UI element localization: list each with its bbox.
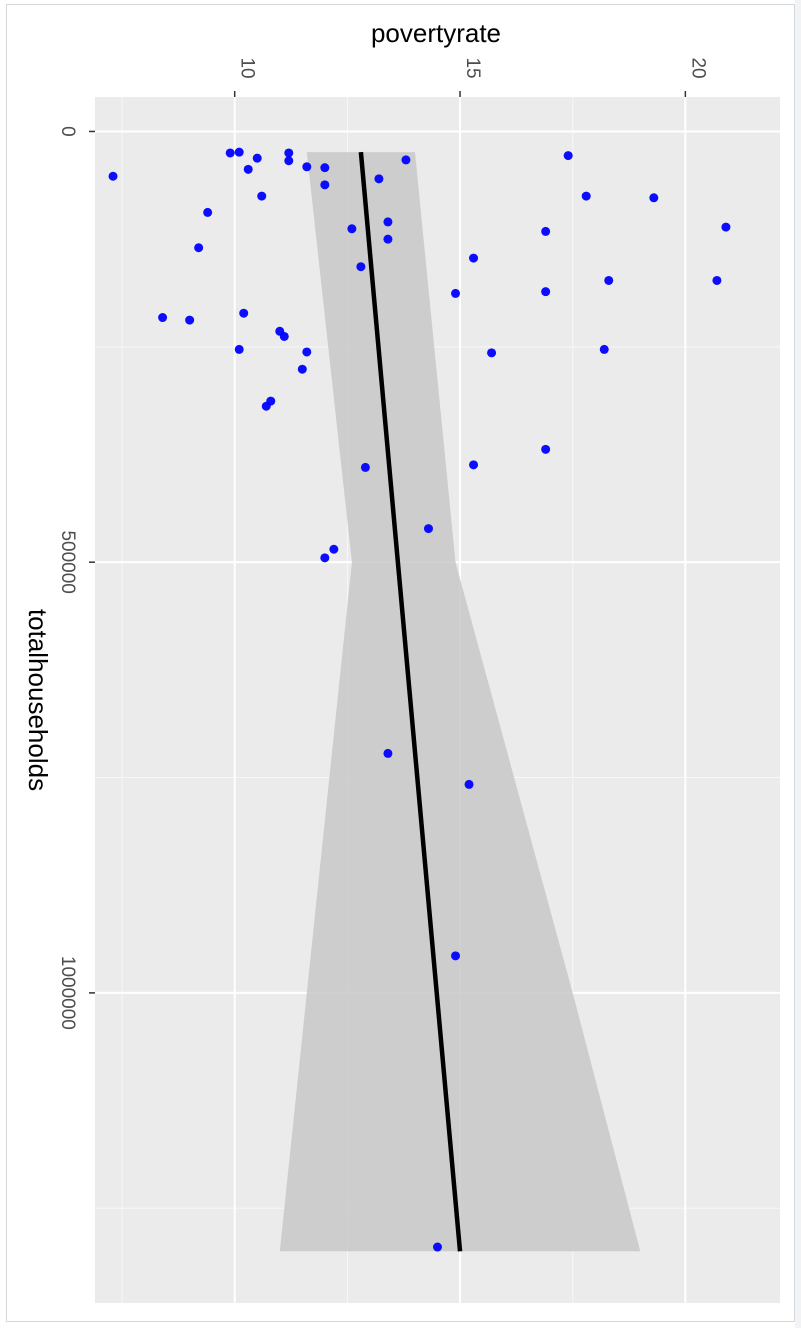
data-point [320, 553, 330, 563]
data-point [451, 951, 461, 961]
data-point [243, 164, 253, 174]
data-point [649, 193, 659, 203]
y-axis-title: povertyrate [371, 18, 501, 48]
data-point [383, 234, 393, 244]
data-point [401, 155, 411, 165]
data-point [108, 171, 118, 181]
y-tick-label: 20 [687, 57, 708, 78]
data-point [234, 344, 244, 354]
x-tick-label: 0 [57, 126, 78, 137]
data-point [185, 315, 195, 325]
data-point [541, 226, 551, 236]
data-point [302, 347, 312, 357]
data-point [423, 524, 433, 534]
data-point [712, 275, 722, 285]
x-axis-title: totalhouseholds [23, 609, 53, 791]
data-point [239, 308, 249, 318]
data-point [374, 174, 384, 184]
data-points [108, 147, 731, 1252]
data-point [721, 222, 731, 232]
x-tick-label: 1000000 [57, 956, 78, 1030]
data-point [279, 331, 289, 341]
y-tick-label: 10 [237, 57, 258, 78]
data-point [487, 348, 497, 358]
data-point [383, 748, 393, 758]
data-point [252, 153, 262, 163]
data-point [383, 217, 393, 227]
data-point [347, 224, 357, 234]
data-point [194, 243, 204, 253]
data-point [433, 1242, 442, 1252]
x-tick-label: 500000 [57, 530, 78, 593]
data-point [329, 544, 339, 554]
data-point [320, 163, 330, 173]
data-point [297, 364, 307, 374]
data-point [320, 180, 330, 190]
data-point [541, 444, 551, 454]
data-point [581, 191, 591, 201]
data-point [158, 313, 168, 323]
data-point [469, 460, 479, 470]
data-point [541, 287, 551, 297]
data-point [257, 191, 267, 201]
data-point [451, 288, 461, 298]
data-point [203, 207, 213, 217]
y-tick-label: 15 [462, 57, 483, 78]
smooth-trend-line [358, 151, 463, 1252]
data-point [599, 344, 609, 354]
data-point [360, 462, 370, 472]
data-point [356, 262, 366, 272]
data-point [563, 151, 573, 161]
data-point [302, 162, 312, 172]
data-point [464, 779, 474, 789]
data-point [234, 147, 244, 157]
data-point [284, 148, 294, 158]
data-point [261, 401, 271, 411]
window-edge-strip [795, 0, 801, 1328]
data-point [604, 275, 614, 285]
data-point [284, 156, 294, 166]
data-point [225, 148, 235, 158]
data-point [469, 253, 479, 263]
confidence-band [279, 152, 641, 1252]
axis-ticks: 0 500000 1000000 10 15 20 [57, 57, 708, 1029]
